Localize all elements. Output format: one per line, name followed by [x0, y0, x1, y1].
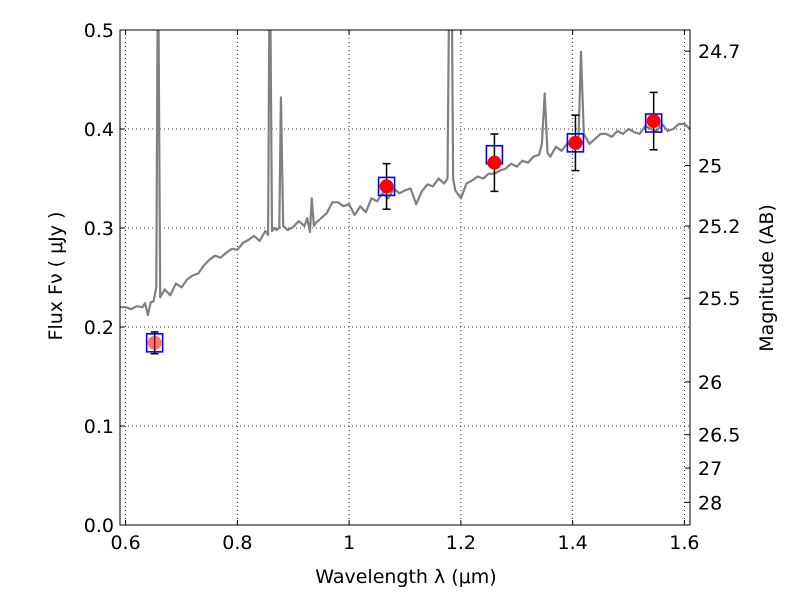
- mag-tick-label: 25.5: [698, 288, 740, 310]
- y-tick-label: 0.3: [84, 218, 114, 240]
- observed-point: [487, 155, 502, 170]
- observed-point: [646, 114, 661, 129]
- x-axis-label: Wavelength λ (μm): [315, 566, 496, 588]
- y-tick-label: 0.5: [84, 20, 114, 42]
- x-tick-label: 1.4: [558, 532, 588, 554]
- right-axis-label: Magnitude (AB): [756, 204, 778, 352]
- observed-point: [147, 335, 162, 350]
- x-tick-label: 1: [343, 532, 355, 554]
- observed-point: [568, 135, 583, 150]
- x-tick-label: 1.6: [669, 532, 699, 554]
- spectrum-line: [120, 30, 690, 317]
- y-axis-label: Flux Fν ( μJy ): [45, 212, 67, 341]
- ticks-layer: 0.6 0.8 1 1.2 1.4 1.6 0.0 0.1 0.2 0.3 0.4 0.5 24.7 25…: [84, 20, 741, 554]
- y-tick-label: 0.4: [84, 119, 114, 141]
- points-layer: [145, 91, 663, 355]
- y-tick-label: 0.1: [84, 416, 114, 438]
- plot-frame: [119, 29, 691, 526]
- grid-layer: [120, 30, 690, 525]
- observed-point: [379, 179, 394, 194]
- mag-tick-label: 27: [698, 458, 722, 480]
- x-tick-label: 0.6: [110, 532, 140, 554]
- mag-tick-label: 26.5: [698, 425, 740, 447]
- mag-tick-label: 25: [698, 156, 722, 178]
- mag-tick-label: 25.2: [698, 216, 740, 238]
- spectrum-layer: [120, 30, 690, 317]
- mag-tick-label: 26: [698, 372, 722, 394]
- x-tick-label: 0.8: [222, 532, 252, 554]
- y-tick-label: 0.2: [84, 317, 114, 339]
- y-tick-label: 0.0: [84, 515, 114, 537]
- x-tick-label: 1.2: [446, 532, 476, 554]
- mag-tick-label: 28: [698, 492, 722, 514]
- mag-tick-label: 24.7: [698, 41, 740, 63]
